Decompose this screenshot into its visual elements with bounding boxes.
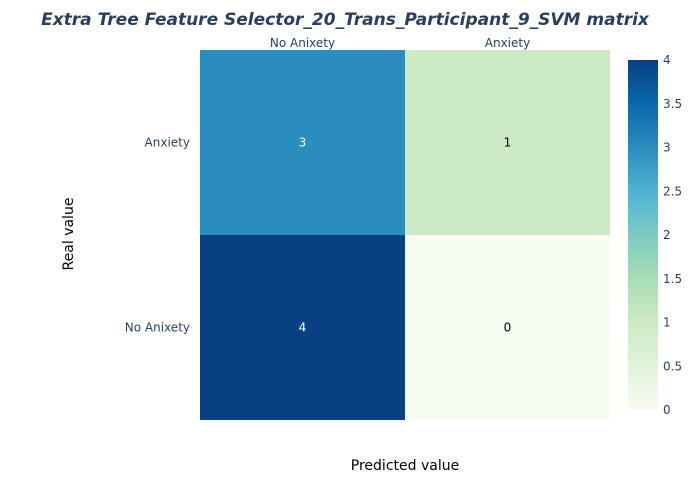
cell-value-label: 1: [504, 136, 512, 150]
heatmap-cells: [200, 50, 610, 420]
colorbar-tick-label: 3.5: [663, 97, 682, 111]
colorbar: [628, 60, 658, 410]
chart-title: Extra Tree Feature Selector_20_Trans_Par…: [41, 10, 650, 30]
colorbar-tick-label: 0.5: [663, 359, 682, 373]
colorbar-tick-label: 2: [663, 228, 671, 242]
cell-value-label: 4: [299, 321, 307, 335]
colorbar-tick-label: 3: [663, 141, 671, 155]
colorbar-tick-label: 2.5: [663, 184, 682, 198]
colorbar-tick-label: 0: [663, 403, 671, 417]
cell-value-label: 3: [299, 136, 307, 150]
y-axis-ticks: Anxiety No Anixety: [125, 136, 190, 335]
colorbar-tick-label: 4: [663, 53, 671, 67]
colorbar-ticks: 0 0.5 1 1.5 2 2.5 3 3.5 4: [663, 53, 682, 417]
colorbar-tick-label: 1.5: [663, 272, 682, 286]
y-tick-label: No Anixety: [125, 321, 190, 335]
heatmap-cell: [405, 235, 610, 420]
heatmap-cell: [200, 50, 405, 235]
x-tick-label: Anxiety: [485, 36, 530, 50]
heatmap-cell-labels: 3 1 4 0: [299, 136, 512, 335]
x-axis-ticks: No Anixety Anxiety: [270, 36, 530, 50]
heatmap-cell: [200, 235, 405, 420]
cell-value-label: 0: [504, 321, 512, 335]
colorbar-tick-label: 1: [663, 316, 671, 330]
y-axis-title: Real value: [61, 198, 77, 271]
x-tick-label: No Anixety: [270, 36, 335, 50]
x-axis-title: Predicted value: [351, 458, 459, 474]
y-tick-label: Anxiety: [145, 136, 190, 150]
heatmap-cell: [405, 50, 610, 235]
